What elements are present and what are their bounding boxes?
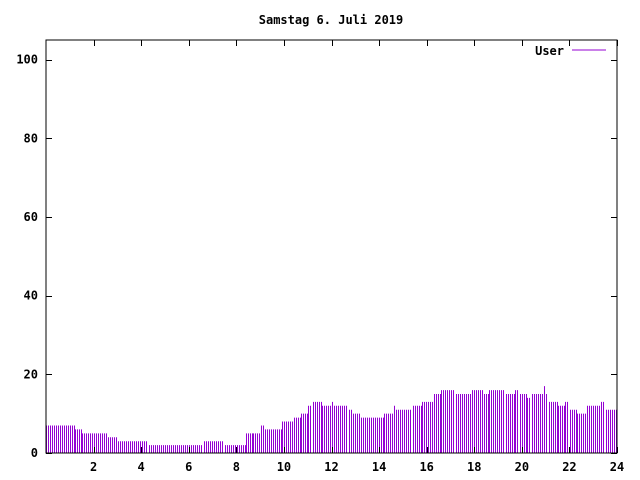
bar-group-25	[396, 409, 411, 453]
x-tick-label-10: 10	[277, 460, 291, 474]
bar-group-1	[75, 429, 82, 453]
bar-group-2	[82, 433, 107, 453]
bar-group-26	[413, 405, 422, 453]
bar-group-42	[558, 405, 565, 453]
bar-group-21	[353, 413, 360, 453]
x-tick-label-2: 2	[90, 460, 97, 474]
bar-group-31	[472, 390, 483, 453]
y-tick-label-20: 20	[24, 367, 38, 381]
x-tick-label-22: 22	[562, 460, 576, 474]
x-tick-label-18: 18	[467, 460, 481, 474]
bar-group-37	[527, 397, 530, 453]
x-tick-label-6: 6	[185, 460, 192, 474]
bar-group-41	[549, 401, 558, 453]
x-tick-label-16: 16	[419, 460, 433, 474]
bar-group-0	[46, 425, 75, 453]
x-axis: 2 4 6 8 10 12 14 16 18 20 22 24	[90, 40, 624, 474]
bar-group-10	[261, 425, 264, 453]
bar-group-34	[506, 394, 515, 453]
bar-group-23	[384, 413, 393, 453]
bar-group-17	[322, 405, 331, 453]
x-tick-label-24: 24	[610, 460, 624, 474]
bar-group-46	[587, 405, 600, 453]
bar-group-47	[601, 401, 604, 453]
bar-group-32	[484, 394, 489, 453]
bar-group-35	[515, 390, 518, 453]
bar-group-16	[313, 401, 322, 453]
bar-group-44	[570, 409, 577, 453]
x-tick-label-4: 4	[138, 460, 145, 474]
bar-group-3	[108, 437, 117, 453]
bar-group-27	[422, 401, 433, 453]
bar-group-22	[361, 417, 384, 453]
bar-group-45	[577, 413, 586, 453]
bar-group-19	[334, 405, 347, 453]
bar-group-11	[265, 429, 282, 453]
y-tick-label-80: 80	[24, 131, 38, 145]
y-tick-label-0: 0	[31, 446, 38, 460]
legend: User	[535, 44, 606, 58]
bar-group-6	[204, 441, 223, 453]
chart-title: Samstag 6. Juli 2019	[259, 13, 404, 27]
y-axis: 0 20 40 60 80 100	[16, 53, 617, 460]
bar-group-36	[520, 394, 527, 453]
bar-group-13	[294, 417, 301, 453]
x-tick-label-12: 12	[324, 460, 338, 474]
y-tick-label-100: 100	[16, 53, 38, 67]
y-tick-label-40: 40	[24, 289, 38, 303]
plot-frame	[45, 39, 618, 454]
y-tick-label-60: 60	[24, 210, 38, 224]
bar-group-8	[246, 433, 253, 453]
bar-group-28	[434, 394, 441, 453]
bar-group-29	[441, 390, 454, 453]
bar-group-14	[301, 413, 308, 453]
bar-group-15	[308, 405, 311, 453]
x-tick-label-20: 20	[515, 460, 529, 474]
bar-group-43	[565, 401, 568, 453]
bar-group-20	[349, 409, 352, 453]
bar-group-38	[532, 394, 543, 453]
x-tick-label-8: 8	[233, 460, 240, 474]
bar-group-33	[489, 390, 504, 453]
legend-label-user: User	[535, 44, 564, 58]
bar-group-9	[253, 433, 260, 453]
bar-group-5	[149, 445, 202, 453]
bar-group-30	[456, 394, 471, 453]
bar-group-7	[225, 445, 246, 453]
x-tick-label-14: 14	[372, 460, 386, 474]
bar-group-4	[118, 441, 147, 453]
